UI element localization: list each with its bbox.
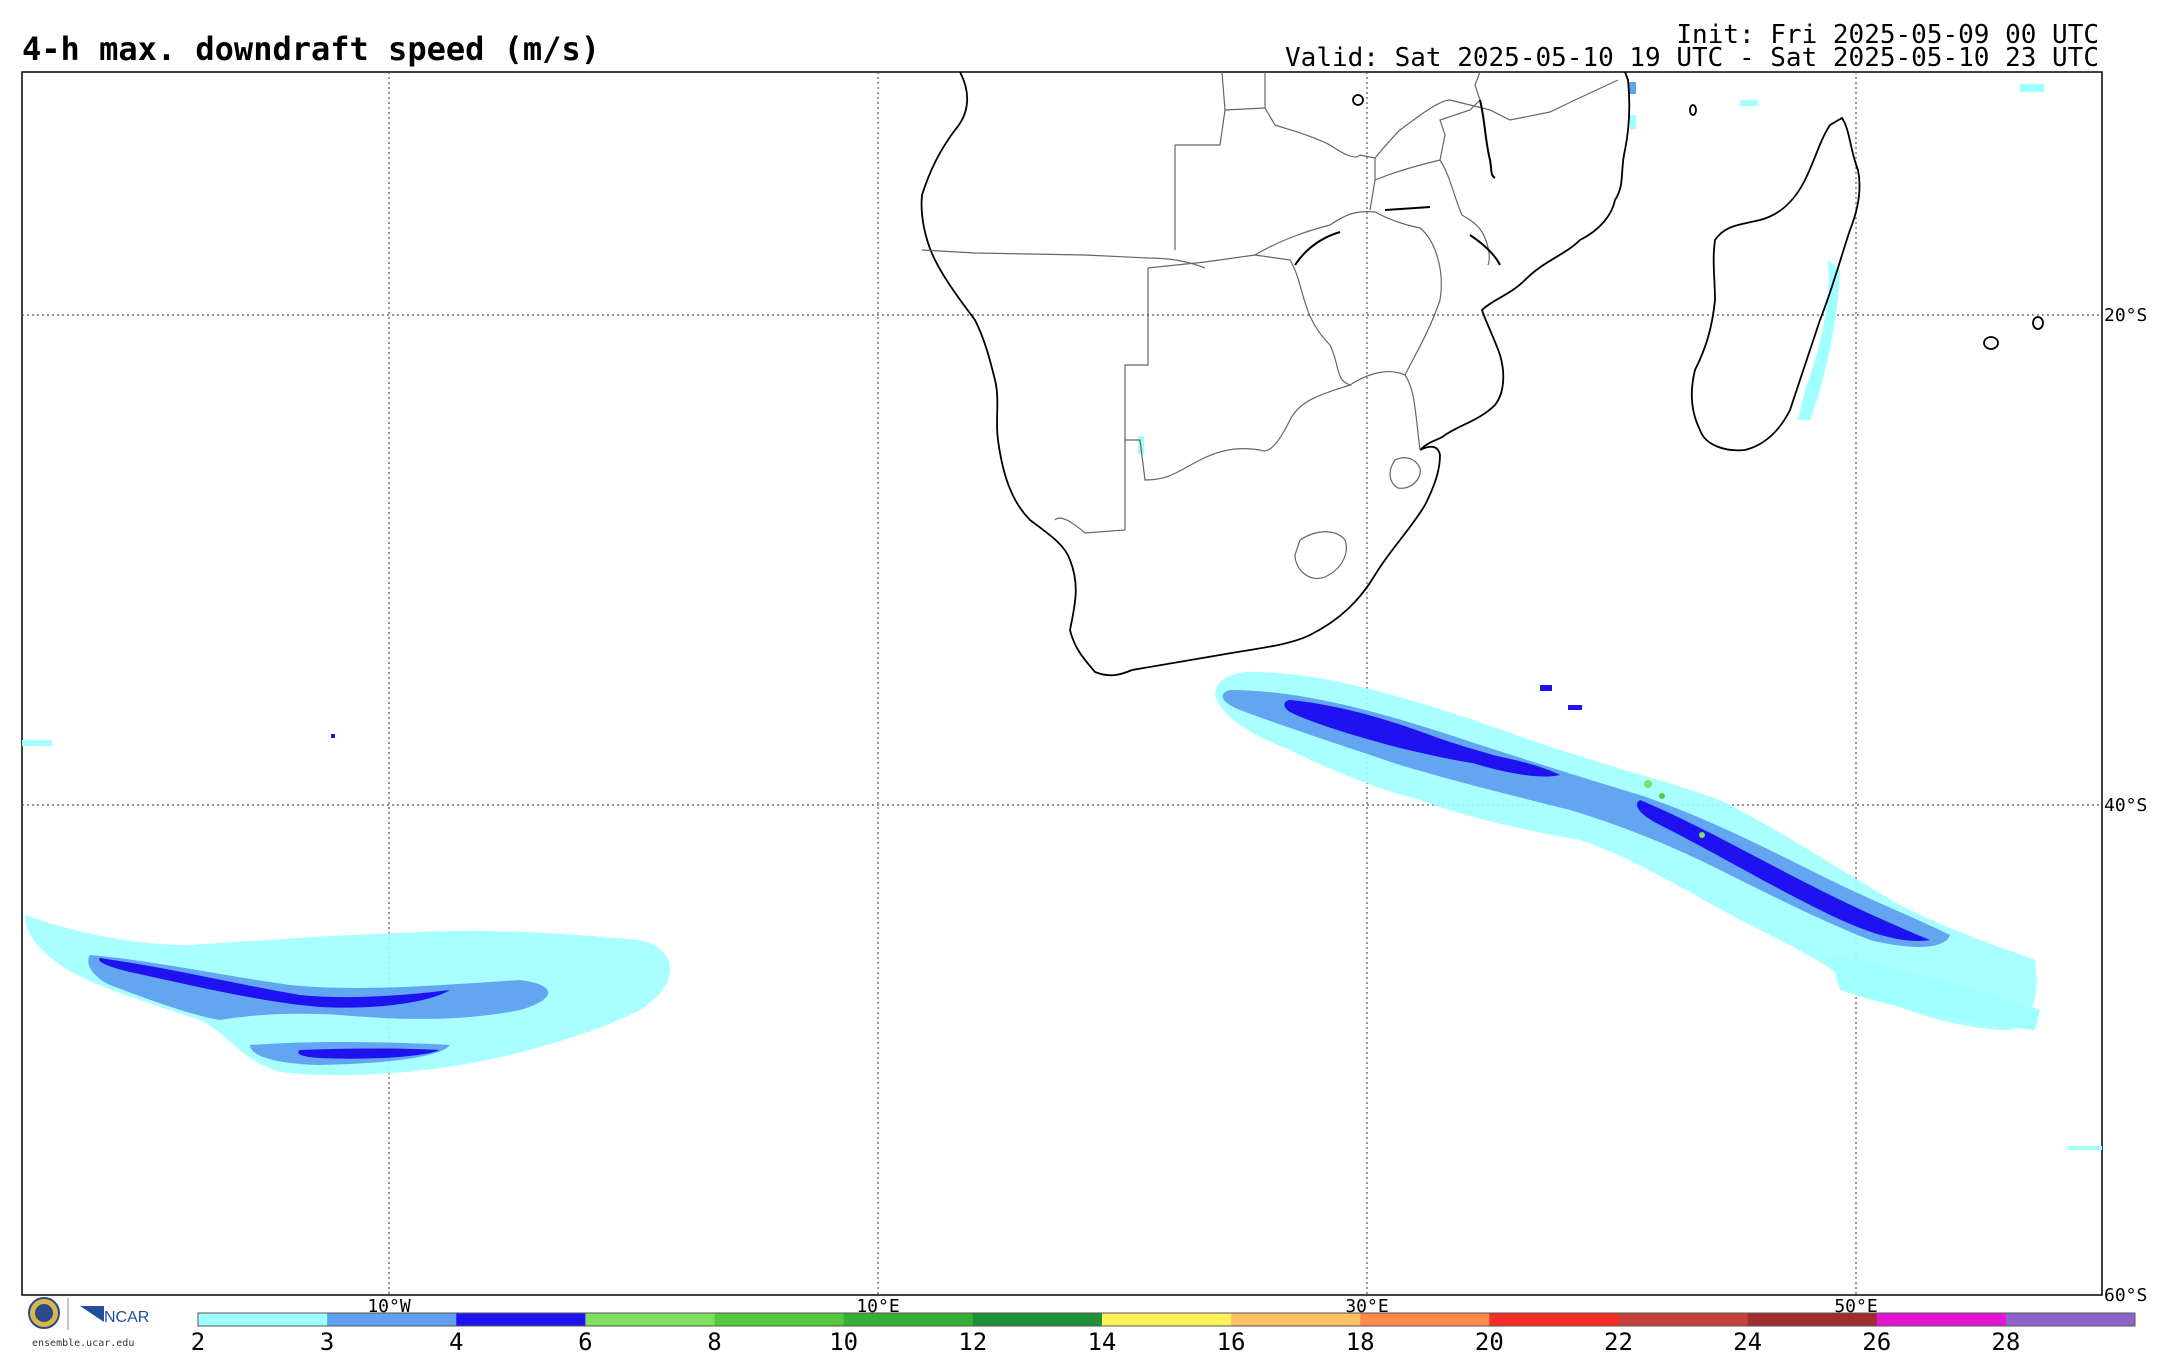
downdraft-green-spot-3 (1659, 793, 1665, 799)
border-namibia-south (1054, 517, 1086, 534)
lon-labels: 10°W 10°E 30°E 50°E (367, 1296, 1877, 1317)
colorbar-tick-label: 20 (1475, 1328, 1504, 1354)
lon-label-50e: 50°E (1834, 1296, 1877, 1317)
downdraft-speck-i (331, 734, 335, 738)
colorbar-tick-label: 6 (578, 1328, 592, 1354)
lat-label-60s: 60°S (2104, 1285, 2147, 1306)
valid-time: Valid: Sat 2025-05-10 19 UTC - Sat 2025-… (1285, 43, 2099, 73)
downdraft-field-west (22, 734, 670, 1076)
border-zimbabwe (1254, 210, 1442, 376)
border-south-africa-north (1349, 371, 1421, 451)
downdraft-west-mid (88, 955, 549, 1020)
colorbar-swatch (843, 1313, 974, 1326)
downdraft-field-east (1138, 82, 2102, 1150)
colorbar-swatch (1618, 1313, 1749, 1326)
colorbar-tick-label: 3 (320, 1328, 334, 1354)
downdraft-speck-c (1740, 100, 1758, 106)
colorbar-swatch (585, 1313, 716, 1326)
reunion-island (1983, 336, 1999, 350)
lesotho (1294, 531, 1347, 579)
madagascar (1690, 116, 1861, 452)
eswatini (1389, 457, 1421, 489)
downdraft-green-spot-2 (1699, 832, 1705, 838)
colorbar-swatch (714, 1313, 845, 1326)
lat-label-20s: 20°S (2104, 305, 2147, 326)
colorbar-tick-label: 12 (958, 1328, 987, 1354)
downdraft-east-tail (1830, 955, 2040, 1030)
colorbar-tick-label: 8 (707, 1328, 721, 1354)
ncar-logo-icon: NCAR (80, 1306, 149, 1326)
lake-malawi (1479, 99, 1496, 179)
coastlines (920, 71, 2044, 677)
africa-south-coast (1131, 445, 1441, 671)
graticule (22, 72, 2102, 1295)
colorbar-tick-label: 10 (829, 1328, 858, 1354)
colorbar: 2 3 4 6 8 10 12 14 16 18 20 22 24 26 28 (191, 1312, 2136, 1354)
lat-label-40s: 40°S (2104, 795, 2147, 816)
downdraft-west-core (99, 958, 451, 1008)
colorbar-tick-label: 26 (1862, 1328, 1891, 1354)
nsf-logo-icon (28, 1297, 60, 1329)
colorbar-swatch (1876, 1313, 2007, 1326)
colorbar-swatch (1360, 1313, 1490, 1326)
country-borders (921, 71, 1619, 579)
colorbar-swatch (1101, 1313, 1232, 1326)
border-angola-south (921, 249, 1206, 269)
logo-url: ensemble.ucar.edu (32, 1338, 135, 1349)
colorbar-tick-label: 18 (1346, 1328, 1375, 1354)
lake-bangweulu (1384, 206, 1431, 211)
lake-small (1352, 94, 1364, 106)
downdraft-east-core-2 (1636, 800, 1930, 941)
colorbar-swatch (2005, 1313, 2136, 1326)
svg-text:NCAR: NCAR (104, 1309, 149, 1326)
downdraft-speck-d (2020, 84, 2044, 92)
downdraft-speck-b (1630, 115, 1636, 129)
downdraft-mozambique-strip (1798, 260, 1840, 420)
border-dr-congo (1221, 71, 1266, 111)
downdraft-west-core-2 (298, 1048, 440, 1059)
colorbar-tick-label: 2 (191, 1328, 205, 1354)
colorbar-swatch (327, 1313, 457, 1326)
lon-label-30e: 30°E (1345, 1296, 1388, 1317)
init-time: Init: Fri 2025-05-09 00 UTC (1676, 20, 2099, 50)
downdraft-speck-j (22, 740, 52, 746)
lake-cahora (1469, 234, 1501, 266)
border-namibia-east (1084, 268, 1149, 534)
border-zambia (1174, 107, 1376, 250)
colorbar-swatch (198, 1313, 328, 1326)
colorbar-tick-label: 28 (1991, 1328, 2020, 1354)
downdraft-east-core-3 (1456, 750, 1560, 777)
lon-label-10w: 10°W (367, 1296, 411, 1317)
comoros-island (1689, 104, 1697, 116)
mauritius-island (2032, 316, 2044, 330)
downdraft-speck-f (2068, 1146, 2102, 1150)
colorbar-tick-label: 22 (1604, 1328, 1633, 1354)
lat-labels: 20°S 40°S 60°S (2104, 305, 2147, 1306)
map-title: 4-h max. downdraft speed (m/s) (22, 30, 600, 68)
downdraft-speck-a (1628, 82, 1636, 94)
downdraft-green-spot-1 (1644, 780, 1652, 788)
downdraft-speck-g (1540, 685, 1552, 691)
colorbar-swatch (1489, 1313, 1619, 1326)
border-tanzania (1374, 79, 1619, 159)
africa-west-coast (920, 71, 1133, 677)
colorbar-tick-label: 24 (1733, 1328, 1762, 1354)
map-frame (21, 71, 2103, 1296)
lake-kariba (1294, 231, 1341, 266)
africa-east-coast (1419, 71, 1631, 451)
colorbar-tick-label: 14 (1087, 1328, 1116, 1354)
colorbar-tick-label: 4 (449, 1328, 463, 1354)
colorbar-swatch (1231, 1313, 1361, 1326)
colorbar-swatch (456, 1313, 586, 1326)
colorbar-tick-label: 16 (1217, 1328, 1246, 1354)
colorbar-swatch (972, 1313, 1103, 1326)
downdraft-speck-h (1568, 705, 1582, 710)
border-mozambique-malawi (1374, 71, 1490, 266)
colorbar-swatch (1747, 1313, 1878, 1326)
border-botswana (1125, 254, 1352, 481)
colorbar-border (197, 1312, 2136, 1327)
lon-label-10e: 10°E (856, 1296, 899, 1317)
downdraft-east-core (1284, 700, 1520, 767)
